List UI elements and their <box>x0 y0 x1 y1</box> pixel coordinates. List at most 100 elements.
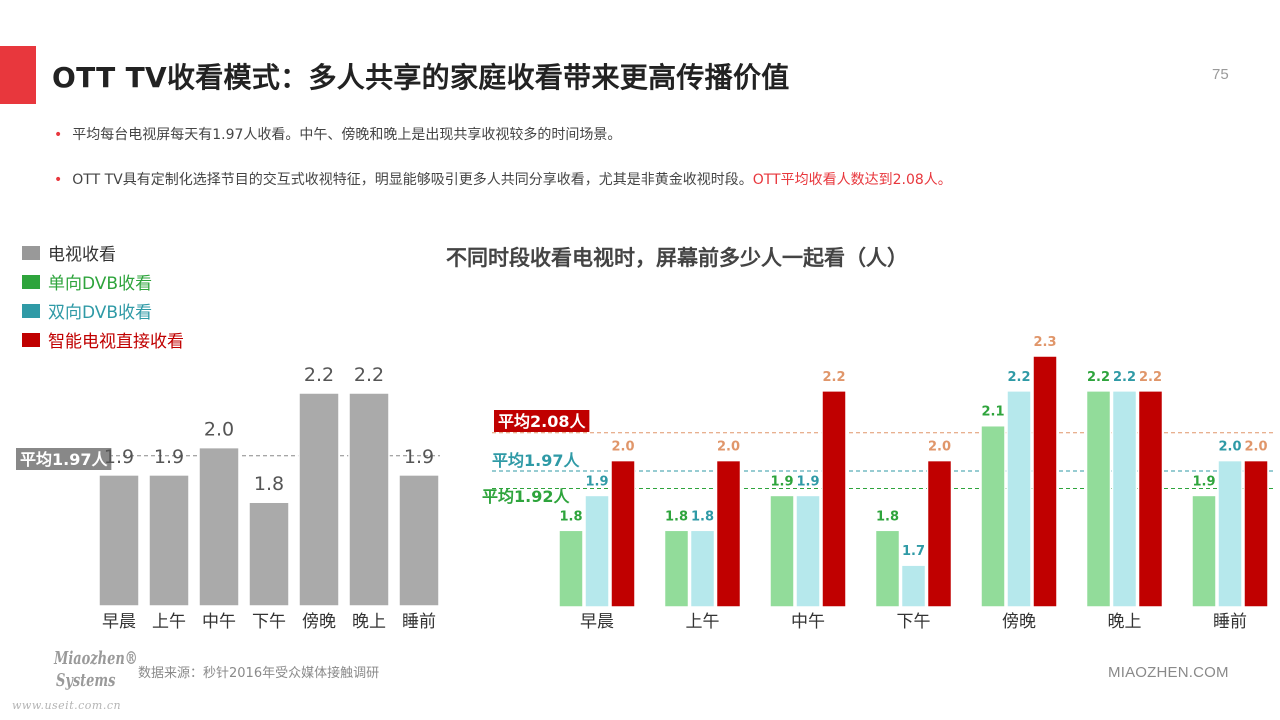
data-label: 2.2 <box>1113 370 1136 385</box>
chart-bar <box>1111 390 1138 608</box>
data-label: 2.0 <box>1218 440 1241 455</box>
chart-bar <box>1006 390 1032 608</box>
data-label: 2.0 <box>204 419 234 441</box>
data-label: 1.8 <box>691 509 714 524</box>
legend-swatch <box>22 274 40 289</box>
chart-bar <box>795 494 821 608</box>
bullet-highlight: OTT平均收看人数达到2.08人。 <box>752 172 952 188</box>
watermark-text: www.useit.com.cn <box>12 699 122 712</box>
bullet-text: OTT TV具有定制化选择节目的交互式收视特征，明显能够吸引更多人共同分享收看，… <box>72 172 753 188</box>
chart-bar <box>98 474 140 607</box>
legend-item-smart-tv: 智能电视直接收看 <box>22 325 184 354</box>
miaozhen-logo: Miaozhen® Systems <box>54 648 138 698</box>
data-label: 1.8 <box>665 509 688 524</box>
chart-bar <box>1217 459 1243 608</box>
category-tick-label: 早晨 <box>580 612 614 632</box>
category-tick-label: 晚上 <box>1108 612 1142 632</box>
chart-bar <box>1243 459 1269 608</box>
category-tick-label: 傍晚 <box>1002 612 1036 632</box>
data-label: 1.8 <box>254 473 284 495</box>
chart-bar <box>398 474 440 607</box>
data-label: 1.8 <box>559 509 582 524</box>
data-label: 2.2 <box>822 370 845 385</box>
data-label: 2.0 <box>928 440 951 455</box>
legend-item-two-way-dvb: 双向DVB收看 <box>22 296 184 325</box>
chart-bar <box>689 529 716 608</box>
category-tick-label: 下午 <box>252 612 286 632</box>
data-source-note: 数据来源：秒针2016年受众媒体接触调研 <box>138 666 380 681</box>
data-label: 2.2 <box>1007 370 1030 385</box>
category-tick-label: 中午 <box>791 612 825 632</box>
page-title: OTT TV收看模式：多人共享的家庭收看带来更高传播价值 <box>52 61 790 94</box>
category-tick-label: 傍晚 <box>302 612 336 632</box>
chart-bar <box>821 390 847 608</box>
chart-bar <box>874 529 901 608</box>
data-label: 1.7 <box>902 544 925 559</box>
average-label: 平均1.97人 <box>20 450 108 469</box>
legend-swatch <box>22 332 40 347</box>
chart-bar <box>148 474 190 607</box>
data-label: 2.0 <box>1244 440 1267 455</box>
legend-item-tv: 电视收看 <box>22 238 184 267</box>
bullet-text: 平均每台电视屏每天有1.97人收看。中午、傍晚和晚上是出现共享收视较多的时间场景… <box>72 127 622 143</box>
bullet-point-1: • 平均每台电视屏每天有1.97人收看。中午、傍晚和晚上是出现共享收视较多的时间场… <box>54 124 621 144</box>
data-label: 2.0 <box>611 440 634 455</box>
category-tick-label: 睡前 <box>1213 612 1247 632</box>
chart-bar <box>900 564 927 608</box>
brand-website: MIAOZHEN.COM <box>1108 664 1229 681</box>
data-label: 2.3 <box>1033 335 1056 350</box>
data-label: 1.9 <box>154 446 184 468</box>
category-tick-label: 早晨 <box>102 612 136 632</box>
data-label: 2.2 <box>304 364 334 386</box>
chart-bar <box>558 529 584 608</box>
chart-bar <box>1085 390 1112 608</box>
data-label: 1.9 <box>585 474 608 489</box>
legend-item-one-way-dvb: 单向DVB收看 <box>22 267 184 296</box>
title-accent-bar <box>0 46 36 104</box>
chart-bar <box>769 494 795 608</box>
chart-bar <box>1032 355 1058 608</box>
category-tick-label: 上午 <box>686 612 720 632</box>
average-label-background <box>16 448 112 470</box>
chart-bar <box>198 446 240 607</box>
logo-line-2: Systems <box>56 670 116 691</box>
bullet-dot-icon: • <box>54 127 63 143</box>
legend-label: 双向DVB收看 <box>48 303 153 323</box>
chart-bar <box>248 501 290 607</box>
category-tick-label: 晚上 <box>352 612 386 632</box>
legend-label: 智能电视直接收看 <box>48 332 184 352</box>
legend-swatch <box>22 245 40 260</box>
legend-label: 单向DVB收看 <box>48 274 153 294</box>
average-label: 平均2.08人 <box>498 412 586 431</box>
chart-bar <box>980 424 1006 608</box>
average-label: 平均1.97人 <box>492 451 580 470</box>
average-label: 平均1.92人 <box>482 487 570 506</box>
chart-title: 不同时段收看电视时，屏幕前多少人一起看（人） <box>446 246 908 270</box>
data-label: 2.2 <box>354 364 384 386</box>
chart-bar <box>1137 390 1164 608</box>
chart-legend: 电视收看 单向DVB收看 双向DVB收看 智能电视直接收看 <box>22 238 184 354</box>
logo-line-1: Miaozhen® <box>54 648 138 669</box>
category-tick-label: 下午 <box>897 612 931 632</box>
legend-swatch <box>22 303 40 318</box>
bullet-dot-icon: • <box>54 172 63 188</box>
data-label: 1.8 <box>876 509 899 524</box>
data-label: 1.9 <box>404 446 434 468</box>
data-label: 2.1 <box>981 405 1004 420</box>
data-label: 2.0 <box>717 440 740 455</box>
chart-bar <box>298 392 340 607</box>
data-label: 1.9 <box>1192 474 1215 489</box>
page-number: 75 <box>1212 66 1229 83</box>
average-label-background <box>494 410 590 432</box>
chart-bar <box>348 392 390 607</box>
data-label: 2.2 <box>1087 370 1110 385</box>
chart-bar <box>584 494 610 608</box>
data-label: 1.9 <box>796 474 819 489</box>
bullet-point-2: • OTT TV具有定制化选择节目的交互式收视特征，明显能够吸引更多人共同分享收看… <box>54 169 952 189</box>
data-label: 1.9 <box>104 446 134 468</box>
chart-bar <box>926 459 953 608</box>
chart-bar <box>715 459 742 608</box>
chart-bar <box>663 529 690 608</box>
category-tick-label: 上午 <box>152 612 186 632</box>
